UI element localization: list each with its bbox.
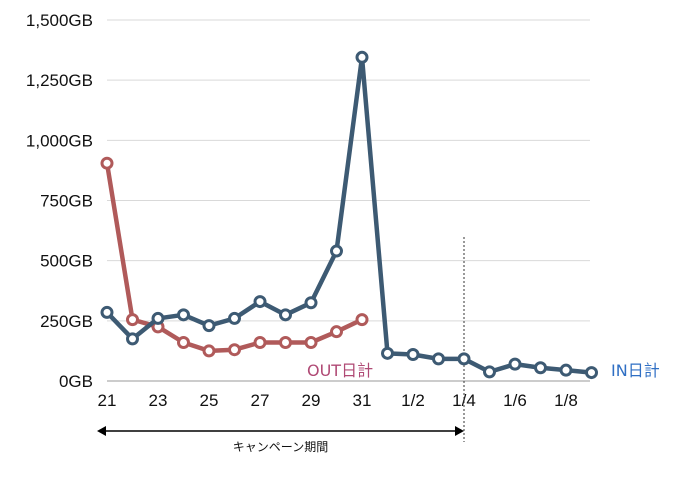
data-point — [381, 346, 394, 360]
arrow-left-head — [97, 426, 106, 436]
data-point — [100, 305, 114, 319]
data-point — [330, 244, 343, 258]
data-point — [279, 335, 292, 349]
data-point — [253, 335, 267, 349]
y-tick-label: 1,500GB — [26, 11, 93, 30]
x-tick-label: 1/4 — [452, 391, 476, 410]
series-out — [100, 156, 369, 358]
data-point — [253, 295, 267, 309]
data-point — [100, 156, 114, 170]
x-tick-label: 27 — [251, 391, 270, 410]
x-axis-ticks: 21 23 25 27 29 31 1/2 1/4 1/6 1/8 — [98, 391, 578, 410]
x-tick-label: 1/6 — [503, 391, 527, 410]
data-point — [228, 311, 241, 325]
data-point — [151, 311, 165, 325]
y-tick-label: 0GB — [59, 372, 93, 391]
y-tick-label: 750GB — [40, 192, 93, 211]
x-tick-label: 25 — [200, 391, 219, 410]
data-point — [304, 296, 318, 310]
data-point — [330, 325, 343, 339]
y-tick-label: 250GB — [40, 312, 93, 331]
data-point — [355, 313, 369, 327]
series-label-out: OUT日計 — [307, 361, 373, 380]
data-point — [355, 50, 369, 64]
y-tick-label: 1,000GB — [26, 131, 93, 150]
y-tick-label: 1,250GB — [26, 71, 93, 90]
data-point — [534, 361, 547, 375]
data-point — [406, 348, 420, 362]
data-point — [177, 308, 190, 322]
grid-lines — [107, 19, 590, 382]
arrow-right-head — [455, 426, 464, 436]
x-tick-label: 29 — [302, 391, 321, 410]
series-group — [100, 50, 598, 380]
data-point — [457, 352, 471, 366]
data-point — [559, 363, 573, 377]
x-tick-label: 1/2 — [401, 391, 425, 410]
data-point — [202, 319, 216, 333]
data-point — [304, 335, 318, 349]
data-point — [432, 352, 445, 366]
x-tick-label: 31 — [353, 391, 372, 410]
data-point — [126, 313, 139, 327]
data-point — [177, 335, 190, 349]
y-tick-label: 500GB — [40, 252, 93, 271]
data-point — [585, 366, 598, 380]
data-point — [126, 332, 139, 346]
x-tick-label: 1/8 — [554, 391, 578, 410]
campaign-annotation: キャンペーン期間 — [97, 237, 465, 454]
data-point — [483, 365, 496, 379]
data-point — [228, 343, 241, 357]
x-tick-label: 21 — [98, 391, 117, 410]
series-label-in: IN日計 — [611, 361, 660, 380]
y-axis-ticks: 0GB 250GB 500GB 750GB 1,000GB 1,250GB 1,500GB — [26, 11, 93, 391]
data-point — [279, 308, 292, 322]
data-point — [508, 357, 522, 371]
data-point — [202, 344, 216, 358]
campaign-period-label: キャンペーン期間 — [233, 440, 328, 454]
series-in — [100, 50, 598, 380]
x-tick-label: 23 — [149, 391, 168, 410]
